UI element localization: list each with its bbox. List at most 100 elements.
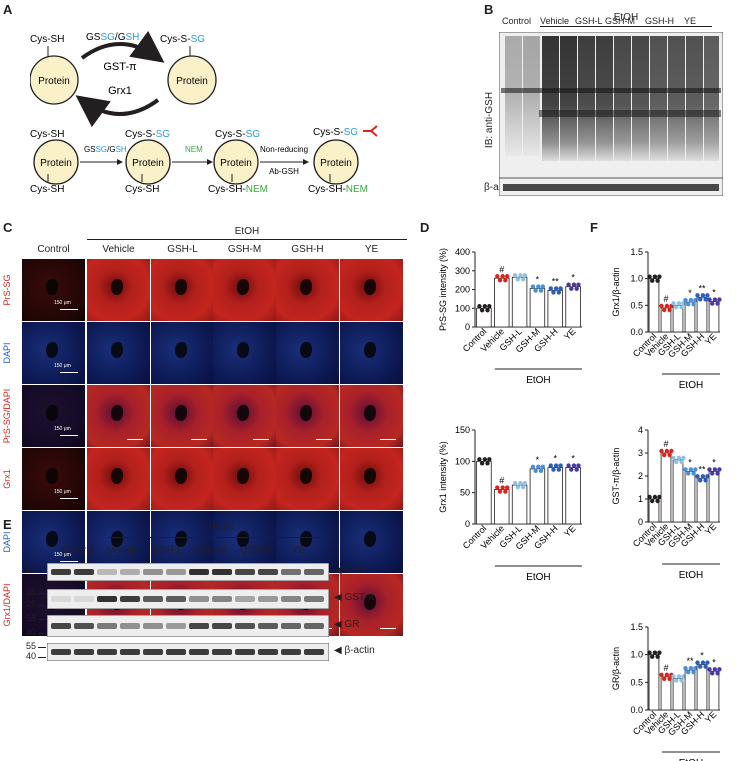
data-point (662, 676, 667, 681)
bar (648, 278, 660, 333)
data-point (715, 671, 720, 676)
data-point (669, 448, 674, 454)
micrograph (213, 385, 276, 447)
data-point (538, 288, 544, 293)
marker-tick (38, 647, 46, 648)
vessel-icon (237, 468, 249, 484)
panel-e-letter: E (3, 517, 12, 532)
data-point (479, 308, 485, 313)
data-point (715, 471, 720, 476)
data-point (683, 297, 688, 303)
vessel-icon (175, 531, 187, 547)
significance-label: * (712, 657, 716, 667)
data-point (700, 660, 706, 665)
data-point (703, 297, 708, 302)
bar (684, 301, 696, 333)
data-point (556, 467, 562, 472)
vessel-icon (46, 468, 58, 484)
y-tick-label: 1.0 (630, 274, 643, 284)
data-point (495, 485, 500, 490)
data-point (659, 672, 664, 677)
data-point (538, 468, 544, 474)
data-point (707, 667, 712, 672)
data-point (657, 650, 662, 655)
data-point (650, 654, 655, 659)
data-point (504, 274, 510, 279)
scale-bar (127, 439, 143, 440)
y-axis-label: Grx1/β-actin (611, 267, 621, 316)
data-point (686, 301, 691, 307)
blot-strip-e (47, 643, 329, 661)
data-point (558, 463, 563, 468)
mw-marker: 40 (25, 627, 36, 637)
svg-text:GSSG/GSH: GSSG/GSH (84, 145, 127, 154)
scale-bar (380, 439, 396, 440)
data-point (667, 452, 672, 458)
data-point (655, 654, 660, 659)
micrograph (340, 322, 403, 384)
bar (708, 470, 720, 523)
data-point (477, 304, 482, 309)
data-point (566, 463, 571, 468)
data-point (576, 463, 581, 468)
data-point (712, 667, 718, 672)
data-point (533, 468, 538, 474)
scale-bar (60, 309, 78, 310)
non-reducing-label: Non-reducing (260, 145, 308, 154)
data-point (707, 297, 712, 302)
data-point (650, 278, 655, 283)
data-point (700, 474, 706, 479)
data-point (536, 284, 541, 289)
svg-text:Cys-S-SG: Cys-S-SG (313, 127, 358, 138)
data-point (553, 286, 559, 291)
blot-strip-e (47, 563, 329, 581)
vessel-icon (300, 342, 312, 358)
data-point (662, 452, 667, 458)
micrograph (276, 448, 339, 510)
significance-label: ** (698, 464, 706, 474)
data-point (479, 461, 485, 466)
bar (565, 467, 581, 525)
data-point (548, 463, 553, 468)
scale-bar (60, 498, 78, 499)
micrograph: 150 μm (22, 448, 85, 510)
mw-marker: 35 (25, 587, 36, 597)
scale-bar (191, 439, 207, 440)
scale-bar (380, 628, 396, 629)
svg-text:Protein: Protein (132, 158, 164, 169)
data-point (536, 464, 541, 470)
col-label-c: Vehicle (102, 244, 135, 255)
mw-marker: 15 (25, 565, 36, 575)
data-point (667, 307, 672, 313)
data-point (710, 471, 715, 476)
data-point (674, 305, 679, 310)
data-point (522, 273, 528, 278)
y-tick-label: 0 (465, 519, 470, 529)
antibody-icon (363, 125, 378, 137)
bar (529, 468, 546, 525)
scale-text: 150 μm (54, 300, 71, 306)
micrograph (340, 574, 403, 636)
data-point (477, 457, 482, 462)
significance-label: # (499, 476, 504, 486)
bar (708, 301, 720, 333)
group-label: EtOH (526, 375, 550, 386)
chart-4: 0.00.51.01.5GR/β-actinControl#VehicleGSH… (611, 622, 722, 761)
data-point (686, 669, 691, 675)
data-point (710, 301, 715, 306)
vessel-icon (111, 468, 123, 484)
data-point (569, 467, 574, 472)
forward-arrow (80, 30, 165, 63)
micrograph (340, 448, 403, 510)
data-point (693, 467, 698, 472)
data-point (512, 480, 518, 486)
y-tick-label: 0.5 (630, 677, 643, 687)
data-point (705, 293, 710, 298)
col-label-c: YE (364, 244, 379, 255)
data-point (686, 471, 691, 476)
panel-b-letter: B (484, 2, 494, 17)
micrograph (276, 259, 339, 321)
bar (648, 654, 660, 711)
data-point (676, 674, 682, 679)
